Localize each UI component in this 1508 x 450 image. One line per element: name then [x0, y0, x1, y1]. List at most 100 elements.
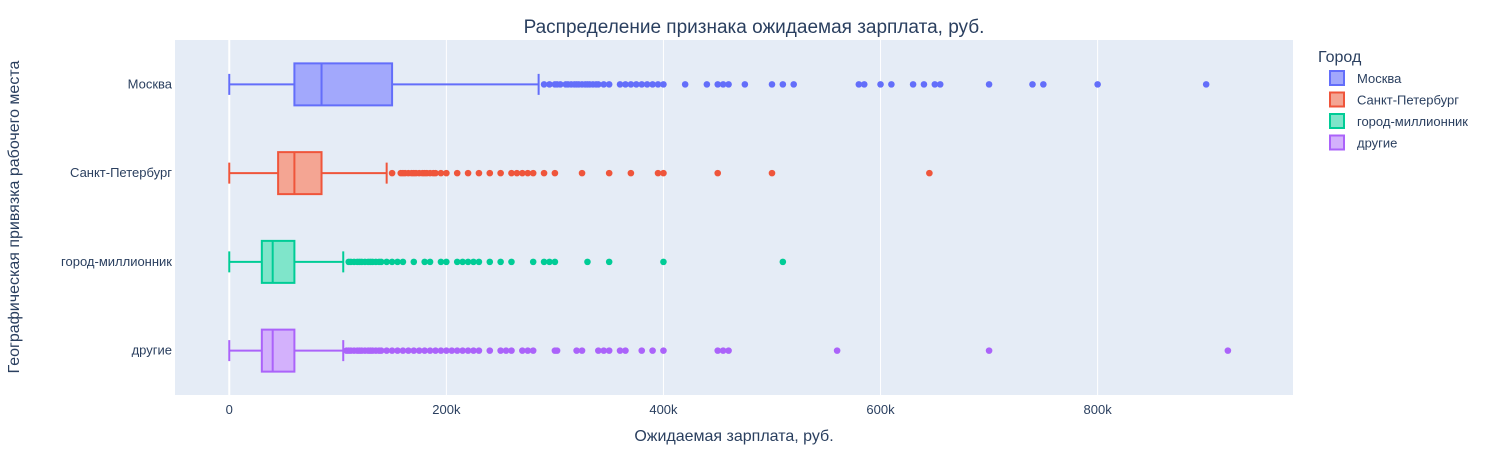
outlier-point [926, 169, 933, 177]
outlier-point [573, 347, 580, 354]
x-axis-title: Ожидаемая зарплата, руб. [634, 428, 833, 445]
outlier-point [475, 258, 483, 266]
outlier-point [432, 347, 439, 354]
outlier-point [553, 347, 561, 354]
outlier-point [779, 258, 787, 266]
outlier-point [888, 81, 895, 88]
outlier-point [448, 347, 456, 354]
y-axis-title: Географическая привязка рабочего места [6, 61, 23, 374]
outlier-point [557, 81, 564, 88]
outlier-point [605, 169, 613, 177]
legend-label: город-миллионник [1357, 114, 1468, 129]
outlier-point [399, 347, 407, 354]
outlier-point [719, 81, 727, 88]
outlier-point [909, 81, 917, 88]
outlier-point [475, 347, 483, 354]
outlier-point [453, 347, 461, 354]
box-iqr [293, 62, 394, 107]
outlier-point [616, 81, 624, 88]
outlier-point [464, 347, 472, 354]
outlier-point [377, 258, 385, 266]
outlier-point [660, 258, 667, 266]
outlier-point [459, 258, 466, 266]
outlier-point [768, 169, 776, 177]
outlier-point [936, 81, 944, 88]
outlier-point [725, 81, 732, 88]
outlier-point [725, 347, 732, 354]
box-trace [228, 151, 933, 196]
outlier-point [703, 81, 711, 88]
legend: Город Москва Санкт-Петербург город-миллион… [1318, 49, 1468, 151]
outlier-point [432, 169, 439, 177]
outlier-point [540, 81, 548, 88]
outlier-point [649, 347, 656, 354]
outlier-point [497, 347, 504, 354]
outlier-point [627, 169, 635, 177]
outlier-point [394, 347, 401, 354]
outlier-point [383, 258, 390, 266]
outlier-point [931, 81, 939, 88]
chart-title: Распределение признака ожидаемая зарплат… [524, 17, 985, 38]
outlier-point [388, 347, 396, 354]
outlier-point [649, 81, 656, 88]
outlier-point [540, 258, 548, 266]
box-iqr [260, 239, 296, 284]
outlier-point [654, 81, 662, 88]
outlier-point [399, 258, 407, 266]
outlier-point [546, 258, 553, 266]
outlier-point [616, 347, 624, 354]
outlier-point [377, 347, 385, 354]
outlier-point [622, 81, 629, 88]
outlier-point [388, 258, 396, 266]
outlier-point [660, 347, 667, 354]
y-tick-label: город-миллионник [61, 254, 172, 269]
outlier-point [714, 81, 722, 88]
box-trace [228, 328, 1232, 373]
x-tick-label: 400k [649, 402, 678, 417]
outlier-point [459, 347, 466, 354]
box-traces [228, 62, 1232, 373]
y-tick-label: Москва [128, 76, 173, 91]
x-tick-label: 200k [432, 402, 461, 417]
legend-swatch [1329, 91, 1345, 108]
outlier-point [426, 347, 434, 354]
outlier-point [546, 81, 553, 88]
outlier-point [486, 169, 494, 177]
legend-item: город-миллионник [1329, 113, 1468, 129]
outlier-point [768, 81, 776, 88]
outlier-point [595, 81, 602, 88]
outlier-point [654, 169, 662, 177]
outlier-point [578, 169, 586, 177]
outlier-point [877, 81, 884, 88]
outlier-point [714, 347, 722, 354]
outlier-point [464, 169, 472, 177]
outlier-point [443, 347, 450, 354]
outlier-point [529, 258, 537, 266]
outlier-point [741, 81, 749, 88]
outlier-point [508, 258, 515, 266]
outlier-point [605, 347, 613, 354]
outlier-point [985, 81, 993, 88]
outlier-point [470, 347, 477, 354]
box-trace [228, 62, 1210, 107]
box-trace [228, 239, 787, 284]
outlier-point [985, 347, 993, 354]
outlier-point [421, 258, 428, 266]
outlier-point [627, 81, 635, 88]
legend-item: Санкт-Петербург [1329, 91, 1459, 108]
outlier-point [529, 169, 537, 177]
y-tick-label: Санкт-Петербург [70, 165, 172, 180]
outlier-point [790, 81, 797, 88]
outlier-point [920, 81, 928, 88]
legend-item: Москва [1329, 70, 1402, 86]
outlier-point [426, 258, 434, 266]
outlier-point [410, 347, 418, 354]
outlier-point [497, 169, 504, 177]
outlier-point [605, 258, 613, 266]
outlier-point [443, 169, 450, 177]
outlier-point [1094, 81, 1101, 88]
outlier-point [388, 169, 396, 177]
outlier-point [524, 347, 532, 354]
outlier-point [1029, 81, 1036, 88]
